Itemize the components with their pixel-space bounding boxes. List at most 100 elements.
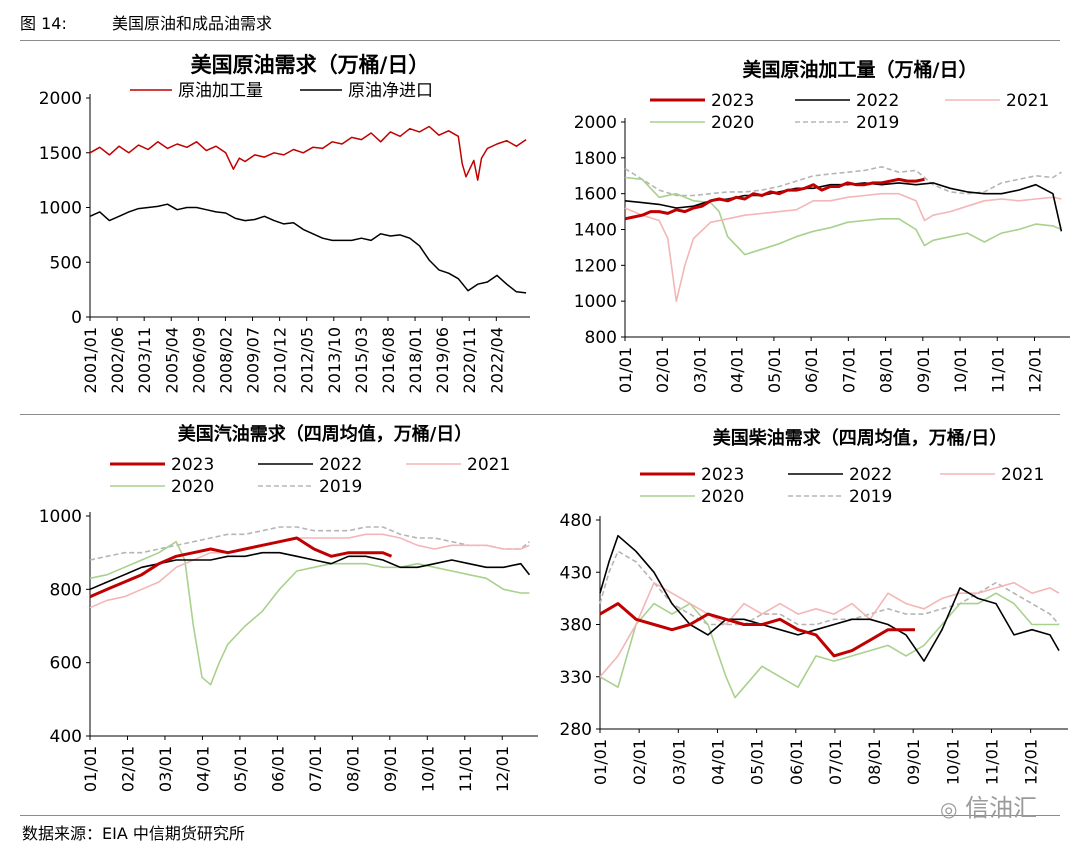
x-tick-label: 09/01: [914, 347, 933, 393]
series-line-2023: [624, 177, 925, 221]
legend-label: 2021: [1006, 91, 1049, 111]
x-tick-label: 12/01: [1025, 347, 1044, 393]
x-tick-label: 12/01: [1022, 739, 1041, 785]
x-tick-label: 01/01: [616, 347, 635, 393]
chart-crude-runs: 美国原油加工量（万桶/日） 800 1000 1200 1400 1600 1800 2000…: [574, 58, 1070, 393]
watermark: ◎ 信油汇: [940, 788, 1037, 823]
legend-label: 2021: [467, 455, 510, 475]
x-tick-label: 2018/01: [406, 327, 425, 393]
series-line-2019: [89, 526, 530, 561]
legend-label: 2020: [171, 477, 214, 497]
x-tick-label: 2010/12: [271, 327, 290, 393]
series-line-原油净进口: [89, 203, 527, 294]
series-line-2023: [89, 536, 393, 599]
y-tick-label: 280: [560, 720, 592, 740]
source-note: 数据来源：EIA 中信期货研究所: [22, 824, 245, 843]
x-tick-label: 03/01: [156, 746, 175, 792]
x-tick-label: 04/01: [728, 347, 747, 393]
series-line-2021: [624, 192, 1062, 303]
y-tick-label: 800: [50, 580, 82, 600]
x-tick-label: 11/01: [983, 739, 1002, 785]
x-tick-label: 11/01: [456, 746, 475, 792]
series-line-2019: [624, 166, 1062, 197]
x-tick-label: 09/01: [381, 746, 400, 792]
x-tick-label: 05/01: [765, 347, 784, 393]
chart-gasoline-demand: 美国汽油需求（四周均值，万桶/日） 400 600 800 1000 01/01 02/01…: [39, 423, 538, 792]
y-tick-label: 1400: [574, 221, 617, 241]
legend-label: 2022: [856, 91, 899, 111]
y-tick-label: 500: [50, 253, 82, 273]
chart-title: 美国原油需求（万桶/日）: [191, 53, 430, 77]
series-line-2021: [599, 581, 1060, 678]
x-tick-label: 2009/07: [244, 327, 263, 393]
x-tick-label: 08/01: [865, 739, 884, 785]
x-tick-label: 2019/06: [433, 327, 452, 393]
x-tick-label: 01/01: [591, 739, 610, 785]
legend-label: 2023: [711, 91, 754, 111]
series-line-2020: [599, 592, 1059, 699]
legend-label: 2019: [856, 113, 899, 133]
y-tick-label: 1000: [574, 292, 617, 312]
x-tick-label: 05/01: [748, 739, 767, 785]
legend-label: 2020: [701, 487, 744, 507]
x-tick-label: 04/01: [193, 746, 212, 792]
x-tick-label: 2001/01: [81, 327, 100, 393]
legend-label: 2019: [849, 487, 892, 507]
x-tick-label: 08/01: [877, 347, 896, 393]
figure-header: 图 14: 美国原油和成品油需求: [0, 0, 1080, 40]
x-tick-label: 2012/05: [298, 327, 317, 393]
y-tick-label: 380: [560, 616, 592, 636]
x-tick-label: 10/01: [418, 746, 437, 792]
y-tick-label: 1600: [574, 185, 617, 205]
y-tick-label: 400: [50, 727, 82, 747]
chart-diesel-demand: 美国柴油需求（四周均值，万桶/日） 280 330 380 430 480 01/01 02/…: [560, 427, 1068, 785]
y-tick-label: 2000: [574, 113, 617, 133]
legend-label: 2023: [701, 465, 744, 485]
x-tick-label: 11/01: [988, 347, 1007, 393]
legend-label: 原油加工量: [178, 81, 263, 101]
x-tick-label: 2002/06: [108, 327, 127, 393]
y-tick-label: 1000: [39, 199, 82, 219]
x-tick-label: 2003/11: [135, 327, 154, 393]
x-tick-label: 10/01: [943, 739, 962, 785]
y-tick-label: 800: [585, 328, 617, 348]
x-tick-label: 2008/02: [216, 327, 235, 393]
legend-label: 2022: [849, 465, 892, 485]
x-tick-label: 12/01: [493, 746, 512, 792]
series-line-原油加工量: [89, 125, 527, 181]
legend-label: 原油净进口: [348, 81, 433, 101]
chart-title: 美国柴油需求（四周均值，万桶/日）: [713, 427, 1008, 449]
x-tick-label: 10/01: [951, 347, 970, 393]
legend-label: 2019: [319, 477, 362, 497]
x-tick-label: 02/01: [630, 739, 649, 785]
y-tick-label: 1500: [39, 144, 82, 164]
x-tick-label: 02/01: [118, 746, 137, 792]
header-rule: [20, 40, 1060, 41]
x-tick-label: 07/01: [839, 347, 858, 393]
y-tick-label: 0: [71, 308, 82, 328]
chart-crude-demand: 美国原油需求（万桶/日） 0 500 1000 1500 2000 2001/01 2002/…: [39, 53, 530, 393]
legend-label: 2021: [1001, 465, 1044, 485]
y-tick-label: 1800: [574, 149, 617, 169]
series-line-2020: [624, 176, 1062, 256]
x-tick-label: 06/01: [268, 746, 287, 792]
y-tick-label: 330: [560, 668, 592, 688]
x-tick-label: 01/01: [81, 746, 100, 792]
x-tick-label: 2006/09: [189, 327, 208, 393]
x-tick-label: 03/01: [669, 739, 688, 785]
x-tick-label: 07/01: [826, 739, 845, 785]
y-tick-label: 1200: [574, 256, 617, 276]
mid-rule: [20, 414, 1060, 415]
y-tick-label: 1000: [39, 507, 82, 527]
wechat-icon: ◎: [940, 797, 958, 821]
y-tick-label: 430: [560, 563, 592, 583]
x-tick-label: 03/01: [690, 347, 709, 393]
x-tick-label: 2015/03: [352, 327, 371, 393]
x-tick-label: 02/01: [653, 347, 672, 393]
x-tick-label: 2022/04: [487, 327, 506, 393]
series-line-2019: [599, 550, 1060, 626]
series-line-2020: [89, 540, 530, 686]
y-tick-label: 600: [50, 654, 82, 674]
x-tick-label: 09/01: [904, 739, 923, 785]
x-tick-label: 2020/11: [460, 327, 479, 393]
